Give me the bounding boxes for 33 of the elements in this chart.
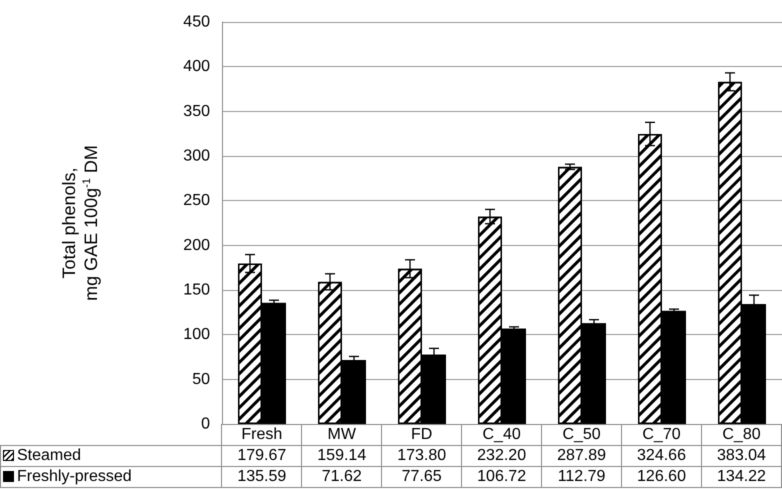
- data-label: 71.62: [302, 466, 382, 488]
- x-tick-label: Fresh: [222, 424, 302, 446]
- y-tick-label: 100: [183, 326, 210, 344]
- data-label: 106.72: [462, 466, 542, 488]
- legend-label: Freshly-pressed: [0, 466, 222, 488]
- data-label: 173.80: [382, 446, 462, 466]
- legend-label: Steamed: [0, 446, 222, 466]
- x-tick-label: C_70: [622, 424, 702, 446]
- y-tick-label: 200: [183, 236, 210, 254]
- y-tick-label: 450: [183, 14, 210, 30]
- x-tick-label: MW: [302, 424, 382, 446]
- x-tick-label: C_50: [542, 424, 622, 446]
- data-label: 135.59: [222, 466, 302, 488]
- x-tick-label: C_80: [701, 424, 782, 446]
- data-label: 287.89: [542, 446, 622, 466]
- data-label: 159.14: [302, 446, 382, 466]
- y-tick-label: 150: [183, 282, 210, 298]
- y-tick-label: 300: [183, 148, 210, 164]
- y-tick-label: 250: [183, 192, 210, 210]
- data-label: 126.60: [622, 466, 702, 488]
- data-label: 112.79: [542, 466, 622, 488]
- data-label: 383.04: [701, 446, 782, 466]
- data-label: 134.22: [701, 466, 782, 488]
- x-tick-label: FD: [382, 424, 462, 446]
- y-tick-label: 0: [201, 416, 210, 432]
- x-tick-label: C_40: [462, 424, 542, 446]
- y-tick-label: 350: [183, 102, 210, 120]
- data-label: 179.67: [222, 446, 302, 466]
- data-label: 232.20: [462, 446, 542, 466]
- data-label: 77.65: [382, 466, 462, 488]
- y-tick-label: 50: [192, 370, 210, 388]
- y-tick-label: 400: [183, 58, 210, 76]
- data-label: 324.66: [622, 446, 702, 466]
